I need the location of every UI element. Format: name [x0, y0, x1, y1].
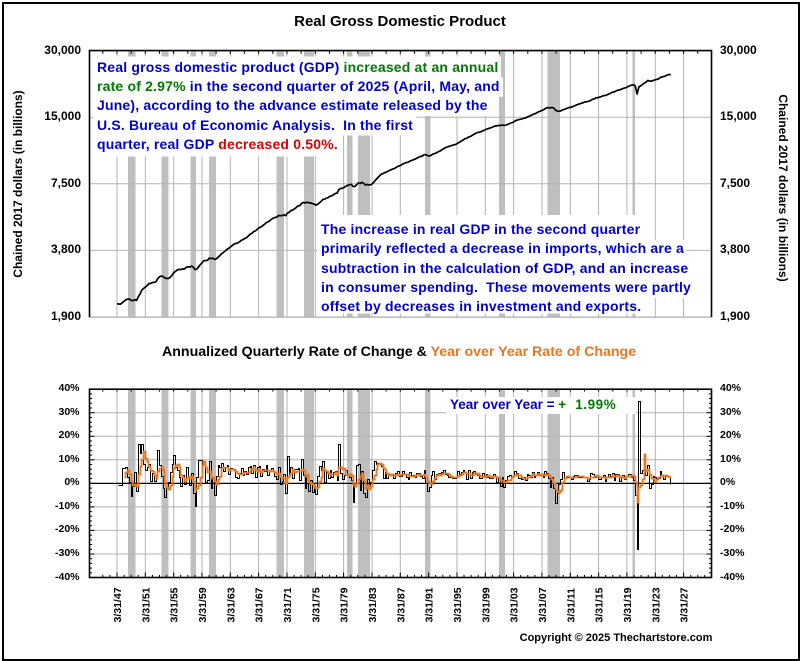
svg-text:3/31/95: 3/31/95 [452, 587, 464, 622]
svg-text:3/31/75: 3/31/75 [310, 587, 322, 622]
svg-text:3/31/55: 3/31/55 [169, 587, 181, 622]
svg-text:3/31/47: 3/31/47 [112, 587, 124, 622]
svg-text:3/31/71: 3/31/71 [282, 587, 294, 622]
svg-text:3/31/15: 3/31/15 [594, 587, 606, 622]
svg-text:3/31/99: 3/31/99 [480, 587, 492, 622]
svg-text:3/31/19: 3/31/19 [622, 587, 634, 622]
svg-text:3/31/91: 3/31/91 [424, 587, 436, 622]
svg-text:3/31/67: 3/31/67 [254, 587, 266, 622]
svg-text:3/31/79: 3/31/79 [339, 587, 351, 622]
svg-text:3/31/03: 3/31/03 [509, 587, 521, 622]
svg-text:3/31/59: 3/31/59 [197, 587, 209, 622]
svg-text:3/31/83: 3/31/83 [367, 587, 379, 622]
svg-text:3/31/27: 3/31/27 [679, 587, 691, 622]
svg-text:3/31/11: 3/31/11 [565, 588, 577, 623]
svg-text:3/31/87: 3/31/87 [395, 587, 407, 622]
svg-text:3/31/51: 3/31/51 [140, 587, 152, 622]
svg-text:3/31/07: 3/31/07 [537, 587, 549, 622]
svg-text:3/31/23: 3/31/23 [650, 587, 662, 622]
svg-text:3/31/63: 3/31/63 [225, 587, 237, 622]
